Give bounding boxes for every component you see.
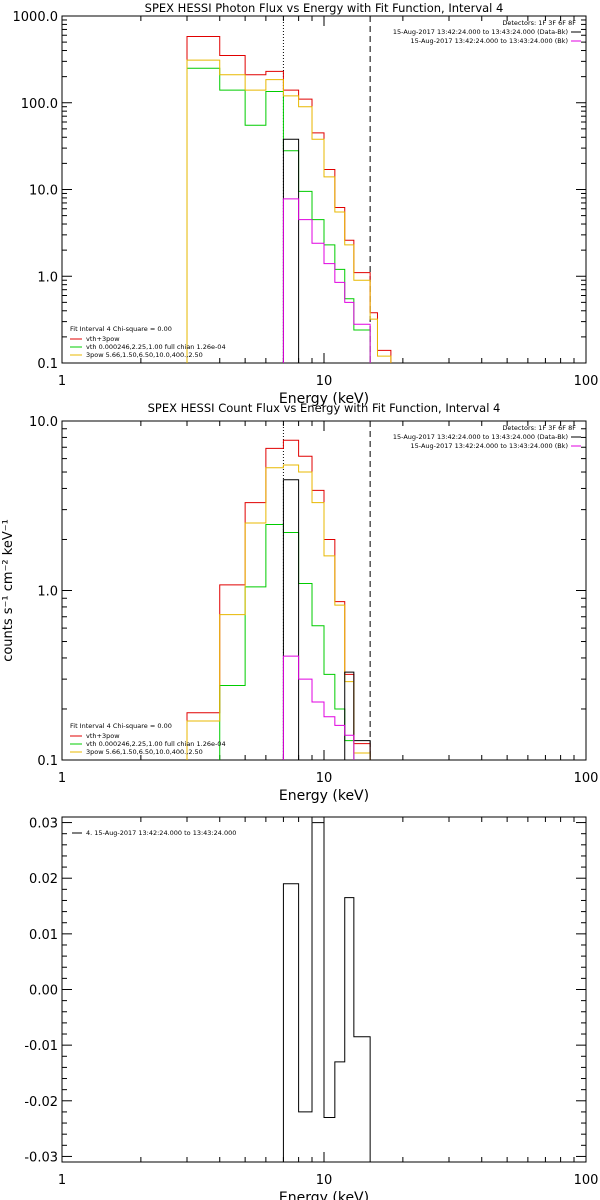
y-tick-label: -0.02 [24, 1095, 58, 1110]
legend-databk-range: 15-Aug-2017 13:42:24.000 to 13:43:24.000… [393, 28, 568, 36]
legend-databk-range: 15-Aug-2017 13:42:24.000 to 13:43:24.000… [393, 433, 568, 441]
series-2-line [186, 67, 371, 363]
x-axis-label: Energy (keV) [279, 788, 369, 804]
series-1-line [186, 439, 371, 760]
x-tick-label: 10 [316, 771, 333, 786]
series-4-line [282, 138, 300, 363]
series-3-line [186, 59, 392, 363]
series-1-line [282, 822, 371, 1162]
y-tick-label: 1.0 [37, 270, 58, 285]
legend-bk-range: 15-Aug-2017 13:42:24.000 to 13:43:24.000… [411, 442, 568, 450]
x-tick-label: 10 [316, 1173, 333, 1188]
legend-fit-entry-3: 3pow 5.66,1.50,6.50,10.0,400.,2.50 [86, 748, 203, 756]
x-tick-label: 100 [574, 771, 599, 786]
y-tick-label: 0.03 [29, 817, 58, 832]
legend-fit-entry-3: 3pow 5.66,1.50,6.50,10.0,400.,2.50 [86, 351, 203, 359]
y-tick-label: -0.03 [24, 1150, 58, 1165]
y-tick-label: 0.1 [37, 357, 58, 372]
legend-fit-entry-1: vth+3pow [86, 335, 120, 343]
chart-panel-1: SPEX HESSI Photon Flux vs Energy with Fi… [13, 1, 599, 407]
x-tick-label: 1 [58, 374, 66, 389]
legend-detectors: Detectors: 1F 3F 6F 8F [502, 424, 576, 432]
legend-residual-interval: 4. 15-Aug-2017 13:42:24.000 to 13:43:24.… [86, 829, 236, 837]
x-axis-label: Energy (keV) [279, 391, 369, 407]
chart-panel-3: 1 10 100 Energy (keV) -0.03 -0.02 -0.01 0.00 0.0… [24, 816, 599, 1200]
chart-panel-2: SPEX HESSI Count Flux vs Energy with Fit… [1, 401, 598, 804]
series-1-line [186, 36, 392, 363]
series-2-line [219, 524, 355, 760]
y-tick-label: 0.00 [29, 984, 58, 999]
series-3-line [186, 464, 371, 760]
plot-frame [61, 15, 587, 364]
legend-fit-interval: Fit Interval 4 Chi-square = 0.00 [70, 325, 172, 333]
y-tick-label: 0.01 [29, 928, 58, 943]
x-tick-label: 100 [574, 1173, 599, 1188]
series-5-line [282, 655, 355, 760]
legend-fit-interval: Fit Interval 4 Chi-square = 0.00 [70, 722, 172, 730]
x-axis-label: Energy (keV) [279, 1190, 369, 1200]
series-5-line [282, 198, 371, 363]
x-tick-label: 100 [574, 374, 599, 389]
y-tick-label: 10.0 [29, 184, 58, 199]
y-tick-label: 0.02 [29, 872, 58, 887]
y-axis-label: counts s⁻¹ cm⁻² keV⁻¹ [1, 519, 16, 662]
legend-fit-entry-1: vth+3pow [86, 732, 120, 740]
chart-title: SPEX HESSI Photon Flux vs Energy with Fi… [145, 1, 504, 15]
legend-bk-range: 15-Aug-2017 13:42:24.000 to 13:43:24.000… [411, 37, 568, 45]
x-tick-label: 10 [316, 374, 333, 389]
legend-detectors: Detectors: 1F 3F 6F 8F [502, 19, 576, 27]
y-tick-label: 1000.0 [13, 10, 59, 25]
y-tick-label: 1.0 [37, 585, 58, 600]
chart-title: SPEX HESSI Count Flux vs Energy with Fit… [148, 401, 501, 415]
legend-fit-entry-2: vth 0.000246,2.25,1.00 full chian 1.26e-… [86, 740, 226, 748]
x-tick-label: 1 [58, 1173, 66, 1188]
y-tick-label: 100.0 [21, 97, 58, 112]
y-tick-label: 10.0 [29, 415, 58, 430]
y-tick-label: 0.1 [37, 754, 58, 769]
legend-fit-entry-2: vth 0.000246,2.25,1.00 full chian 1.26e-… [86, 343, 226, 351]
x-tick-label: 1 [58, 771, 66, 786]
y-tick-label: -0.01 [24, 1039, 58, 1054]
series-4-line [282, 479, 371, 761]
